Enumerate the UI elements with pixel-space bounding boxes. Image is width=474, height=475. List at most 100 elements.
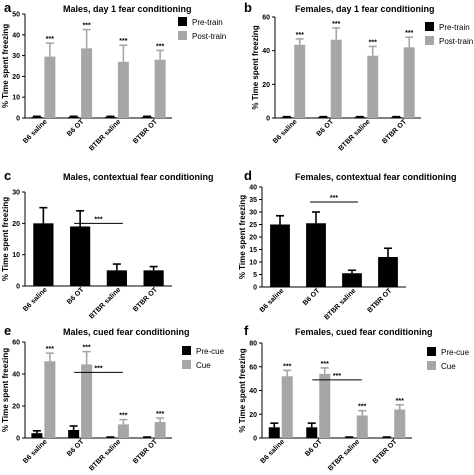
legend-swatch xyxy=(425,22,434,31)
y-axis-label: % Time spent freezing xyxy=(238,195,247,279)
y-tick-label: 0 xyxy=(16,284,20,291)
legend-swatch xyxy=(182,346,191,355)
panel-title: Females, contextual fear conditioning xyxy=(295,172,457,182)
y-axis-label: % Time spent freezing xyxy=(1,348,10,432)
y-tick-label: 20 xyxy=(12,221,20,228)
x-tick-label: B6 OT xyxy=(66,118,86,138)
panel-e: e Males, cued fear conditioning % Time spe… xyxy=(1,323,225,473)
x-tick-label: BTBR saline xyxy=(338,118,372,152)
x-tick-label: BTBR OT xyxy=(372,438,399,465)
significance-marker: *** xyxy=(283,363,291,370)
y-axis-label: % Time spent freezing xyxy=(251,25,260,109)
significance-marker: *** xyxy=(83,23,91,30)
legend-swatch xyxy=(427,347,436,356)
significance-marker: *** xyxy=(46,346,54,353)
y-tick-label: 20 xyxy=(12,74,20,81)
significance-marker: *** xyxy=(332,21,340,28)
panel-title: Males, contextual fear conditioning xyxy=(63,172,214,182)
panel-f: f Females, cued fear conditioning % Time s… xyxy=(238,323,470,473)
bar xyxy=(104,116,116,118)
bar xyxy=(317,117,329,118)
bar xyxy=(281,376,293,438)
legend-swatch xyxy=(178,17,187,26)
bar xyxy=(106,270,127,286)
legend-label: Cue xyxy=(441,362,456,371)
bracket-label: *** xyxy=(94,216,102,223)
y-tick-label: 10 xyxy=(249,260,257,267)
x-tick-label: BTBR saline xyxy=(327,438,361,472)
legend-swatch xyxy=(427,361,436,370)
bar xyxy=(70,226,91,286)
y-tick-label: 60 xyxy=(12,340,20,347)
panel-a: a Males, day 1 fear conditioning % Time sp… xyxy=(1,0,226,153)
bar xyxy=(141,116,153,118)
significance-marker: *** xyxy=(46,36,54,43)
panel-title: Males, cued fear conditioning xyxy=(63,327,190,337)
y-tick-label: 40 xyxy=(262,48,270,55)
x-tick-label: B6 saline xyxy=(259,438,286,465)
panel-letter: d xyxy=(244,168,252,183)
significance-marker: *** xyxy=(119,38,127,45)
y-axis-label: % Time spent freezing xyxy=(1,197,10,281)
bar xyxy=(367,55,379,118)
x-tick-label: BTBR OT xyxy=(381,118,408,145)
bar xyxy=(31,116,43,118)
bar xyxy=(31,433,43,438)
y-tick-label: 10 xyxy=(12,95,20,102)
y-tick-label: 10 xyxy=(12,252,20,259)
x-tick-label: B6 OT xyxy=(66,286,86,306)
y-tick-label: 0 xyxy=(253,285,257,292)
x-tick-label: B6 saline xyxy=(259,287,286,314)
bar xyxy=(390,117,402,118)
y-tick-label: 15 xyxy=(249,247,257,254)
legend-swatch xyxy=(178,31,187,40)
panel-letter: e xyxy=(4,323,11,338)
bar xyxy=(403,47,415,118)
x-tick-label: BTBR saline xyxy=(88,286,122,320)
y-tick-label: 25 xyxy=(249,222,257,229)
significance-marker: *** xyxy=(321,361,329,368)
x-tick-label: BTBR OT xyxy=(132,118,159,145)
bar xyxy=(33,223,54,286)
significance-marker: *** xyxy=(156,411,164,418)
y-tick-label: 0 xyxy=(16,436,20,443)
y-tick-label: 20 xyxy=(262,82,270,89)
significance-marker: *** xyxy=(296,32,304,39)
legend-label: Post-train xyxy=(439,37,473,46)
legend-swatch xyxy=(425,36,434,45)
significance-marker: *** xyxy=(119,413,127,420)
y-tick-label: 5 xyxy=(253,272,257,279)
bar xyxy=(154,59,166,118)
bar xyxy=(306,223,326,287)
bar xyxy=(268,427,280,438)
y-tick-label: 35 xyxy=(249,197,257,204)
bar xyxy=(294,44,306,118)
bar xyxy=(68,430,80,438)
bar xyxy=(306,427,318,438)
legend-label: Pre-train xyxy=(439,23,470,32)
panel-c: c Males, contextual fear conditioning % Ti… xyxy=(1,168,214,321)
bar xyxy=(154,422,166,438)
bar xyxy=(44,56,56,118)
bar xyxy=(319,373,331,438)
y-tick-label: 60 xyxy=(262,15,270,22)
bar xyxy=(330,39,342,118)
y-tick-label: 0 xyxy=(253,436,257,443)
legend-label: Cue xyxy=(196,361,211,370)
x-tick-label: BTBR saline xyxy=(88,118,122,152)
significance-marker: *** xyxy=(83,345,91,352)
y-tick-label: 40 xyxy=(12,32,20,39)
legend-swatch xyxy=(182,360,191,369)
panel-title: Females, day 1 fear conditioning xyxy=(295,4,435,14)
y-tick-label: 20 xyxy=(249,235,257,242)
significance-marker: *** xyxy=(156,43,164,50)
x-tick-label: B6 OT xyxy=(304,438,324,458)
y-tick-label: 20 xyxy=(12,404,20,411)
bar xyxy=(356,415,368,438)
panel-title: Males, day 1 fear conditioning xyxy=(63,4,192,14)
bar xyxy=(81,48,93,118)
y-axis-label: % Time spent freezing xyxy=(1,24,10,108)
panel-b: b Females, day 1 fear conditioning % Time … xyxy=(244,0,473,153)
panel-letter: f xyxy=(244,323,249,338)
significance-marker: *** xyxy=(358,404,366,411)
